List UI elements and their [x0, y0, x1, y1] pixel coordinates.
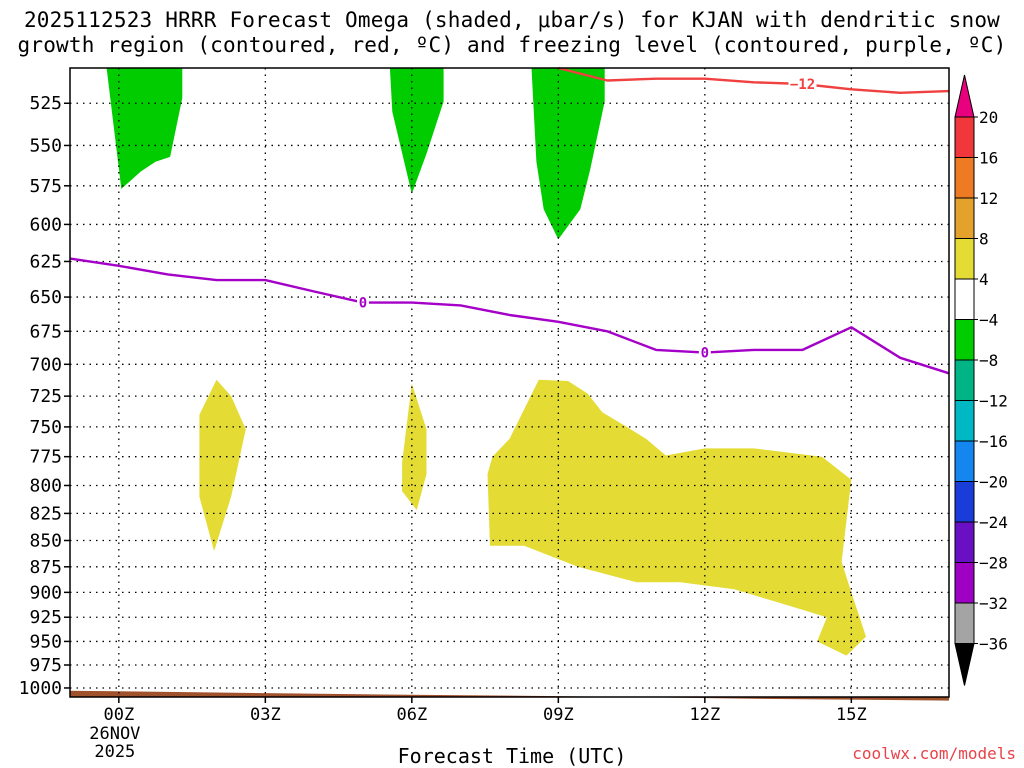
colorbar-label-1: 20: [979, 108, 998, 127]
x-tick-sublabel-1: 26NOV: [89, 724, 140, 744]
colorbar-segment-12: [954, 562, 975, 604]
colorbar-label-8: −12: [979, 392, 1008, 411]
colorbar-segment-6: [954, 319, 975, 361]
colorbar-label-4: 8: [979, 230, 989, 249]
contour-label-bg-1-2: [698, 344, 711, 361]
colorbar-label-10: −20: [979, 473, 1008, 492]
colorbar-segment-11: [954, 521, 975, 563]
colorbar-segment-1: [954, 116, 975, 158]
source-credit: coolwx.com/models: [852, 744, 1016, 763]
omega-region-2: [389, 68, 444, 194]
colorbar-top-arrow: [954, 74, 975, 118]
y-tick-label-650: 650: [29, 287, 62, 308]
colorbar-label-2: 16: [979, 149, 998, 168]
y-tick-label-700: 700: [29, 354, 62, 375]
x-tick-label-00Z: 00Z: [103, 705, 134, 725]
y-tick-label-825: 825: [29, 503, 62, 524]
y-tick-label-925: 925: [29, 607, 62, 628]
y-tick-label-900: 900: [29, 582, 62, 603]
omega-region-3: [531, 68, 605, 240]
colorbar-label-5: 4: [979, 270, 989, 289]
y-tick-label-875: 875: [29, 557, 62, 578]
omega-region-4: [199, 379, 246, 552]
y-tick-label-950: 950: [29, 631, 62, 652]
colorbar-segment-2: [954, 157, 975, 199]
colorbar-segment-5: [954, 278, 975, 320]
colorbar-segment-13: [954, 602, 975, 644]
colorbar-segment-9: [954, 440, 975, 482]
y-tick-label-525: 525: [29, 93, 62, 114]
colorbar-label-3: 12: [979, 189, 998, 208]
contour-label-2-1: −12: [790, 77, 815, 93]
y-tick-label-675: 675: [29, 321, 62, 342]
omega-region-1: [106, 68, 183, 189]
omega-region-5: [402, 383, 427, 511]
y-tick-label-550: 550: [29, 135, 62, 156]
colorbar-segment-4: [954, 238, 975, 280]
contour-label-1-2: 0: [701, 346, 709, 362]
colorbar-segment-3: [954, 197, 975, 239]
x-tick-label-15Z: 15Z: [836, 705, 867, 725]
y-tick-label-600: 600: [29, 214, 62, 235]
plot-frame: [69, 67, 950, 698]
colorbar-label-9: −16: [979, 432, 1008, 451]
chart-title-line-2: growth region (contoured, red, ºC) and f…: [17, 33, 1007, 57]
x-tick-label-09Z: 09Z: [543, 705, 574, 725]
y-tick-label-625: 625: [29, 251, 62, 272]
colorbar-bottom-arrow: [954, 643, 975, 686]
ground-surface: [70, 690, 949, 701]
y-tick-label-575: 575: [29, 176, 62, 197]
y-tick-label-775: 775: [29, 447, 62, 468]
y-tick-label-850: 850: [29, 530, 62, 551]
y-tick-label-1000: 1000: [19, 678, 62, 699]
colorbar-label-7: −8: [979, 351, 998, 370]
x-tick-label-06Z: 06Z: [396, 705, 427, 725]
chart-title-line-1: 2025112523 HRRR Forecast Omega (shaded, …: [23, 8, 1001, 32]
contour-label-1-1: 0: [359, 296, 367, 312]
colorbar-label-6: −4: [979, 311, 998, 330]
y-tick-label-725: 725: [29, 386, 62, 407]
contour-line-1: [69, 257, 950, 375]
colorbar-label-13: −32: [979, 594, 1008, 613]
colorbar-segment-7: [954, 359, 975, 401]
y-tick-label-975: 975: [29, 655, 62, 676]
omega-region-6: [487, 379, 866, 656]
x-tick-label-12Z: 12Z: [689, 705, 720, 725]
colorbar-label-11: −24: [979, 513, 1008, 532]
contour-label-bg-1-1: [357, 294, 369, 311]
x-axis-title: Forecast Time (UTC): [397, 744, 627, 768]
colorbar-segment-10: [954, 481, 975, 523]
y-tick-label-750: 750: [29, 417, 62, 438]
contour-line-2: [558, 66, 950, 94]
x-tick-sublabel-2: 2025: [94, 742, 135, 762]
colorbar-segment-8: [954, 400, 975, 442]
contour-label-bg-2-1: [788, 76, 817, 93]
colorbar-label-12: −28: [979, 554, 1008, 573]
x-tick-label-03Z: 03Z: [250, 705, 281, 725]
y-tick-label-800: 800: [29, 475, 62, 496]
colorbar-label-14: −36: [979, 635, 1008, 654]
